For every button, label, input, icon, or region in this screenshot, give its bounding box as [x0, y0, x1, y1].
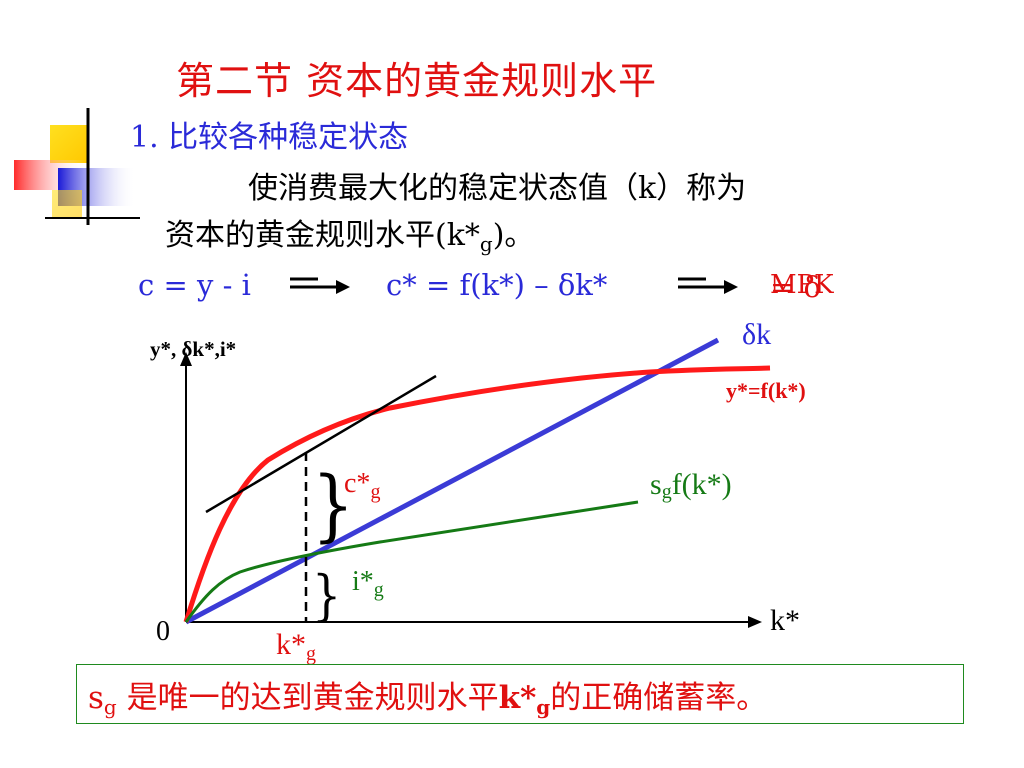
savings-curve — [184, 500, 639, 623]
corner-decoration — [0, 0, 140, 230]
investment-gap-label: i*g — [352, 566, 384, 601]
golden-rule-k-label: k*g — [276, 628, 316, 665]
golden-rule-k-text: k* — [276, 628, 306, 661]
production-label: y*=f(k*) — [726, 378, 806, 403]
investment-brace: } — [312, 563, 341, 627]
section-heading: 1. 比较各种稳定状态 — [130, 120, 409, 155]
savings-label: sgf(k*) — [650, 468, 732, 503]
investment-gap-text: i* — [352, 566, 374, 597]
savings-label-g: g — [662, 481, 672, 503]
definition-line-2: 资本的黄金规则水平(k*g)。 — [165, 210, 534, 256]
origin-label: 0 — [156, 616, 170, 647]
consumption-gap-sub: g — [370, 481, 380, 503]
corner-squares-graphic — [14, 108, 140, 225]
equals-delta-text: = δ — [770, 270, 821, 304]
conclusion-kstar-text: k* — [498, 680, 537, 716]
equation-consumption: c = y - i — [138, 268, 251, 302]
conclusion-kstar-sub: g — [536, 695, 551, 719]
conclusion-text-2: 的正确储蓄率。 — [550, 680, 768, 716]
y-axis-arrowhead — [180, 352, 192, 366]
x-axis-label: k* — [770, 604, 800, 637]
conclusion-box — [76, 664, 964, 724]
production-curve — [183, 365, 771, 623]
conclusion-s: s — [88, 680, 104, 716]
conclusion-text: sg 是唯一的达到黄金规则水平k*g的正确储蓄率。 — [88, 672, 767, 719]
tangent-line — [205, 374, 437, 514]
conclusion-s-sub: g — [103, 695, 117, 719]
definition-line-1: 使消费最大化的稳定状态值（k）称为 — [248, 171, 747, 206]
definition-line-2-subscript: g — [479, 232, 493, 256]
mpk-text: MPK — [770, 270, 834, 300]
conclusion-kstar: k*g — [498, 680, 551, 719]
page-title: 第二节 资本的黄金规则水平 — [176, 59, 658, 103]
equation-steady-state-consumption: c* = f(k*) – δk* — [386, 268, 608, 302]
investment-gap-sub: g — [374, 579, 384, 601]
consumption-gap-text: c* — [344, 468, 370, 499]
consumption-brace: } — [312, 461, 354, 552]
implies-arrow-2 — [678, 277, 738, 294]
savings-label-f: f(k*) — [672, 468, 732, 501]
implies-arrow-1 — [290, 277, 350, 294]
definition-line-2-suffix: )。 — [492, 218, 535, 253]
depreciation-label: δk — [742, 318, 771, 351]
y-axis-label: y*, δk*,i* — [150, 337, 236, 361]
definition-line-2-prefix: 资本的黄金规则水平(k* — [165, 218, 480, 253]
golden-rule-k-sub: g — [306, 643, 316, 665]
consumption-gap-label: c*g — [344, 468, 380, 503]
depreciation-line — [184, 337, 720, 625]
equation-row: c = y - i c* = f(k*) – δk* MPK = δ — [0, 268, 1024, 308]
conclusion-text-1: 是唯一的达到黄金规则水平 — [116, 680, 499, 716]
x-axis-arrowhead — [748, 616, 762, 628]
savings-label-s: s — [650, 468, 662, 501]
